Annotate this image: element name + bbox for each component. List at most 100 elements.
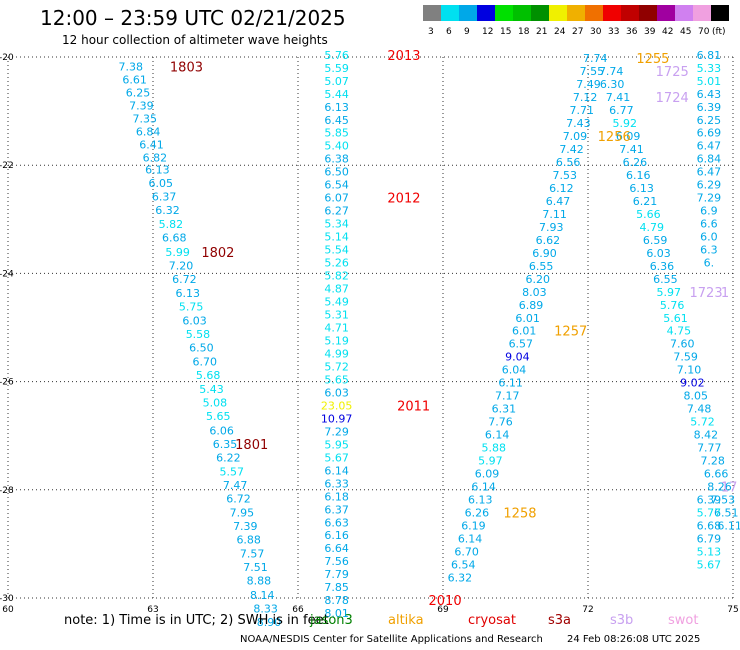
color-scale-swatch xyxy=(585,5,603,21)
wave-height-value: 7.49 xyxy=(576,78,601,91)
wave-height-value: 6.38 xyxy=(324,153,349,166)
color-scale-label: 18 xyxy=(518,27,530,37)
pass-time-label: 1257 xyxy=(554,325,587,340)
wave-height-value: 7.10 xyxy=(677,364,702,377)
wave-height-value: 7.29 xyxy=(697,192,722,205)
wave-height-value: 6.18 xyxy=(324,490,349,503)
wave-height-value: 5.57 xyxy=(220,465,245,478)
wave-height-value: 7.12 xyxy=(573,91,598,104)
wave-height-value: 5.75 xyxy=(179,300,204,313)
footer-credit: NOAA/NESDIS Center for Satellite Applica… xyxy=(240,634,543,645)
x-tick-label: 69 xyxy=(437,605,449,615)
wave-height-value: 5.88 xyxy=(482,442,507,455)
wave-height-value: 7.20 xyxy=(169,259,194,272)
footer-note: note: 1) Time is in UTC; 2) SWH is in fe… xyxy=(64,613,329,628)
wave-height-value: 6.37 xyxy=(324,503,349,516)
wave-height-value: 6.55 xyxy=(529,260,554,273)
wave-height-value: 6.6 xyxy=(700,218,718,231)
wave-height-value: 5.07 xyxy=(324,75,349,88)
wave-height-value: 6.05 xyxy=(148,177,173,190)
x-tick-label: 60 xyxy=(2,605,14,615)
wave-height-value: 7.51 xyxy=(243,561,268,574)
wave-height-value: 6.57 xyxy=(509,338,534,351)
wave-height-value: 8.33 xyxy=(253,602,278,615)
wave-height-value: 5.68 xyxy=(196,369,221,382)
legend-item-cryosat: cryosat xyxy=(468,613,516,628)
wave-height-value: 6.32 xyxy=(448,571,473,584)
wave-height-value: 5.01 xyxy=(697,75,722,88)
y-tick-label: -28 xyxy=(0,486,14,496)
wave-height-value: 6.01 xyxy=(512,325,537,338)
wave-height-value: 5.19 xyxy=(324,334,349,347)
wave-height-value: 5.76 xyxy=(660,299,685,312)
wave-height-value: 7.93 xyxy=(539,221,564,234)
color-scale-label: 15 xyxy=(500,27,512,37)
wave-height-value: 6.47 xyxy=(546,195,571,208)
pass-time-label: 2011 xyxy=(397,399,430,414)
wave-height-value: 10.97 xyxy=(321,412,353,425)
color-scale-swatch xyxy=(603,5,621,21)
wave-height-value: 5.65 xyxy=(206,410,231,423)
wave-height-value: 5.58 xyxy=(186,328,211,341)
color-scale-label: 3 xyxy=(428,27,434,37)
color-scale-swatch xyxy=(459,5,477,21)
wave-height-value: 8.03 xyxy=(522,286,547,299)
wave-height-value: 5.44 xyxy=(324,88,349,101)
wave-height-value: 7.41 xyxy=(606,91,631,104)
legend-item-s3b: s3b xyxy=(610,613,634,628)
wave-height-value: 5.82 xyxy=(324,270,349,283)
wave-height-value: 7.74 xyxy=(583,52,608,65)
wave-height-value: 6.70 xyxy=(192,356,217,369)
wave-height-value: 5.95 xyxy=(324,438,349,451)
wave-height-value: 6.09 xyxy=(475,468,500,481)
wave-height-value: 6.22 xyxy=(216,451,241,464)
pass-time-label: 2012 xyxy=(387,192,420,207)
wave-height-value: 6.11 xyxy=(498,377,523,390)
x-tick-label: 72 xyxy=(582,605,593,615)
wave-height-value: 5.33 xyxy=(697,62,722,75)
wave-height-value: 6.77 xyxy=(609,104,634,117)
pass-time-label: 1725 xyxy=(656,65,689,80)
color-scale-label: 9 xyxy=(464,27,470,37)
pass-time-label: 1258 xyxy=(503,507,536,522)
wave-height-value: 9.04 xyxy=(505,351,530,364)
wave-height-value: 7.41 xyxy=(619,143,644,156)
wave-height-value: 6.13 xyxy=(145,164,170,177)
wave-height-value: 7.79 xyxy=(324,568,349,581)
wave-height-value: 7.57 xyxy=(240,548,265,561)
wave-height-value: 7.47 xyxy=(223,479,248,492)
wave-height-value: 6.35 xyxy=(213,438,238,451)
wave-height-value: 6.50 xyxy=(189,342,214,355)
wave-height-value: 6.81 xyxy=(697,49,722,62)
wave-height-value: 6.63 xyxy=(324,516,349,529)
wave-height-value: 6.03 xyxy=(646,247,671,260)
wave-height-value: 6.36 xyxy=(650,260,675,273)
wave-height-value: 6.25 xyxy=(697,114,722,127)
wave-height-value: 4.75 xyxy=(667,325,692,338)
color-scale-label: 33 xyxy=(608,27,620,37)
wave-height-value: 7.55 xyxy=(580,65,605,78)
wave-height-value: 5.67 xyxy=(324,451,349,464)
wave-height-value: 7.35 xyxy=(133,113,158,126)
wave-height-value: 6.59 xyxy=(643,234,668,247)
chart-title: 12:00 – 23:59 UTC 02/21/2025 xyxy=(40,6,346,30)
wave-height-value: 5.31 xyxy=(324,309,349,322)
wave-height-value: 5.85 xyxy=(324,127,349,140)
color-scale-label: 70 xyxy=(698,27,710,37)
wave-height-value: 5.13 xyxy=(697,545,722,558)
wave-height-value: 7.76 xyxy=(488,416,513,429)
pass-time-label: 1802 xyxy=(201,246,234,261)
wave-height-value: 4.71 xyxy=(324,322,349,335)
color-scale-label: 42 xyxy=(662,27,674,37)
x-tick-label: 75 xyxy=(727,605,738,615)
pass-time-label: 1255 xyxy=(636,52,669,67)
wave-height-value: 6.84 xyxy=(697,153,722,166)
wave-height-value: 6.50 xyxy=(324,166,349,179)
wave-height-value: 6.88 xyxy=(236,534,261,547)
legend-item-s3a: s3a xyxy=(548,613,572,628)
wave-height-value: 6.21 xyxy=(633,195,658,208)
wave-height-value: 7.53 xyxy=(711,494,736,507)
wave-height-value: 6.41 xyxy=(139,139,164,152)
wave-height-value: 8.14 xyxy=(250,589,275,602)
wave-height-value: 5.26 xyxy=(324,257,349,270)
